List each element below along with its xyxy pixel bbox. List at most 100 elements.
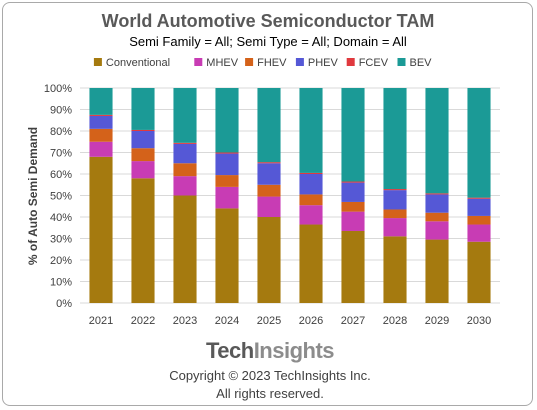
y-axis-label: % of Auto Semi Demand [26,127,40,265]
bar-segment-conventional [131,178,155,303]
bar-segment-mhev [131,161,155,179]
x-tick-label: 2027 [341,315,365,327]
bar-segment-phev [467,198,491,216]
chart-subtitle: Semi Family = All; Semi Type = All; Doma… [129,34,407,49]
legend-swatch [194,58,203,66]
copyright-text: Copyright © 2023 TechInsights Inc. [169,368,371,383]
legend-swatch [295,58,304,66]
x-tick-label: 2025 [257,315,281,327]
bar-segment-fhev [425,212,449,222]
y-axis-ticks: 0% 10% 20% 30% 40% 50% 60% 70% 80% 90% 100% [44,83,72,310]
bar-segment-conventional [341,230,365,303]
bar-segment-mhev [89,141,113,157]
legend-swatch [245,58,254,66]
y-tick-label: 20% [50,255,72,267]
chart-legend: Conventional MHEV FHEV PHEV FCEV BEV [93,57,433,69]
legend-label: MHEV [206,57,238,69]
bar-segment-fcev [131,129,155,131]
bar-segment-fcev [215,152,239,154]
x-tick-label: 2021 [89,315,113,327]
legend-label: Conventional [106,57,170,69]
y-tick-label: 90% [50,105,72,117]
y-tick-label: 70% [50,148,72,160]
rights-text: All rights reserved. [216,386,324,401]
bar-segment-phev [341,182,365,202]
bar-segment-fcev [257,162,281,164]
bar-segment-fhev [299,194,323,206]
bar-segment-mhev [383,218,407,237]
bar-segment-phev [173,143,197,164]
y-tick-label: 10% [50,277,72,289]
bar-stack-2027 [341,88,365,303]
bar-segment-mhev [257,196,281,217]
bar-stack-2026 [299,88,323,303]
bar-segment-phev [383,190,407,210]
bar-segment-conventional [215,208,239,303]
x-tick-label: 2026 [299,315,323,327]
legend-swatch [93,58,102,66]
bar-segment-bev [257,88,281,163]
bar-segment-conventional [425,239,449,303]
y-tick-label: 0% [56,298,72,310]
bar-segment-mhev [425,221,449,240]
legend-item-phev: PHEV [295,57,339,69]
bar-stack-2030 [467,88,491,303]
bar-segment-mhev [215,186,239,209]
legend-label: PHEV [308,57,339,69]
bar-segment-bev [467,88,491,198]
logo-text-tech: Tech [206,338,254,363]
y-tick-label: 30% [50,234,72,246]
bar-segment-conventional [173,195,197,303]
bar-segment-fcev [383,189,407,191]
bar-segment-fcev [299,172,323,174]
bar-segment-phev [425,194,449,213]
x-tick-label: 2029 [425,315,449,327]
bar-stack-2021 [89,88,113,303]
bar-segment-bev [425,88,449,194]
bar-segment-fcev [425,193,449,195]
bar-segment-phev [215,153,239,176]
legend-item-fhev: FHEV [245,57,287,69]
bar-segment-mhev [173,176,197,196]
bar-segment-mhev [467,224,491,242]
bar-segment-mhev [341,211,365,231]
legend-swatch [346,58,355,66]
legend-label: FHEV [257,57,287,69]
bar-stack-2025 [257,88,281,303]
x-axis-ticks: 2021 2022 2023 2024 2025 2026 2027 2028 2029 2030 [89,315,491,327]
legend-item-bev: BEV [397,57,433,69]
bar-segment-fhev [89,128,113,142]
bar-segment-phev [131,131,155,149]
x-tick-label: 2024 [215,315,239,327]
bar-segment-fhev [467,215,491,225]
bar-segment-bev [341,88,365,182]
legend-item-fcev: FCEV [346,57,389,69]
bar-segment-bev [215,88,239,153]
bar-segment-fhev [215,175,239,187]
legend-item-conventional: Conventional [93,57,170,69]
bar-segment-bev [383,88,407,190]
bar-segment-bev [299,88,323,173]
legend-label: BEV [410,57,433,69]
bar-segment-conventional [89,156,113,303]
bar-segment-fcev [467,197,491,199]
bar-segment-bev [131,88,155,130]
bar-segment-conventional [257,217,281,303]
bar-stack-2023 [173,88,197,303]
bar-segment-phev [257,163,281,185]
legend-label: FCEV [359,57,389,69]
logo-text-insights: Insights [254,338,335,363]
x-tick-label: 2022 [131,315,155,327]
bar-stack-2024 [215,88,239,303]
bar-segment-phev [299,174,323,195]
bar-segment-bev [173,88,197,143]
bar-segment-conventional [467,241,491,303]
legend-item-mhev: MHEV [194,57,239,69]
legend-swatch [397,58,406,66]
bar-segment-conventional [299,224,323,303]
y-tick-label: 80% [50,126,72,138]
bar-segment-fcev [341,181,365,183]
x-tick-label: 2023 [173,315,197,327]
bar-segment-mhev [299,205,323,225]
